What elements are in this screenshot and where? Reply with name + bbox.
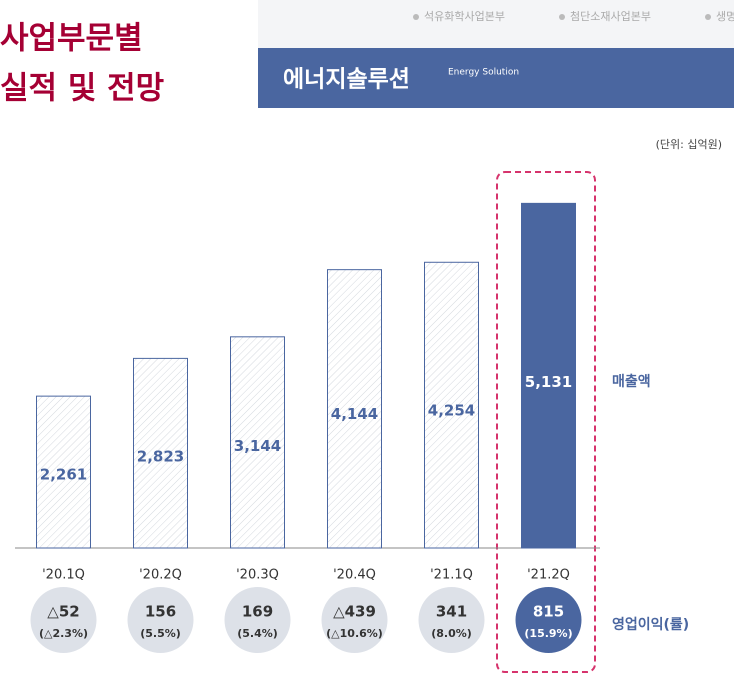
profit-margin: (8.0%) xyxy=(431,627,472,640)
data-label: 2,261 xyxy=(40,466,87,484)
profit-label: △52 xyxy=(47,603,79,621)
x-tick-label: '20.3Q xyxy=(236,568,279,583)
profit-margin: (15.9%) xyxy=(524,627,572,640)
profit-circle xyxy=(30,587,97,653)
profit-circle xyxy=(515,587,582,653)
profit-margin: (5.5%) xyxy=(140,627,181,640)
profit-circle xyxy=(321,587,388,653)
x-tick-label: '21.1Q xyxy=(430,568,473,583)
tab-bullet xyxy=(705,14,711,20)
data-label: 4,144 xyxy=(331,405,378,423)
tab[interactable]: 석유화학사업본부 xyxy=(424,10,505,23)
profit-label: 169 xyxy=(242,603,273,621)
profit-label: △439 xyxy=(333,603,376,621)
x-tick-label: '20.1Q xyxy=(42,568,85,583)
profit-circle xyxy=(127,587,194,653)
profit-label: 156 xyxy=(145,603,176,621)
tab-bar xyxy=(258,0,734,48)
title: 실적 및 전망 xyxy=(0,71,164,107)
bar xyxy=(36,395,91,549)
bar xyxy=(230,336,285,549)
bar xyxy=(521,202,576,549)
profit-margin: (△10.6%) xyxy=(326,627,383,640)
profit-margin: (5.4%) xyxy=(237,627,278,640)
title: 사업부문별 xyxy=(0,21,143,57)
data-label: 3,144 xyxy=(234,437,281,455)
tab-bullet xyxy=(559,14,565,20)
series-label: 매출액 xyxy=(612,373,651,390)
tab-bullet xyxy=(413,14,419,20)
data-label: 2,823 xyxy=(137,447,184,465)
data-label: 5,131 xyxy=(525,373,572,391)
profit-label: 815 xyxy=(533,603,564,621)
banner-title: 에너지솔루션 xyxy=(283,67,410,93)
bar xyxy=(327,269,382,549)
banner-subtitle: Energy Solution xyxy=(448,68,519,78)
highlight-box xyxy=(496,171,596,673)
bar xyxy=(424,261,479,549)
profit-circle xyxy=(224,587,291,653)
data-label: 4,254 xyxy=(428,401,475,419)
bar xyxy=(133,357,188,549)
tab[interactable]: 첨단소재사업본부 xyxy=(570,10,651,23)
profit-label: 341 xyxy=(436,603,467,621)
x-tick-label: '20.2Q xyxy=(139,568,182,583)
profit-circle xyxy=(418,587,485,653)
series-label: 영업이익(률) xyxy=(612,616,689,633)
x-tick-label: '20.4Q xyxy=(333,568,376,583)
banner xyxy=(258,48,734,108)
x-tick-label: '21.2Q xyxy=(527,568,570,583)
unit: (단위: 십억원) xyxy=(656,138,722,151)
profit-margin: (△2.3%) xyxy=(39,627,88,640)
tab[interactable]: 생명 xyxy=(716,10,734,23)
